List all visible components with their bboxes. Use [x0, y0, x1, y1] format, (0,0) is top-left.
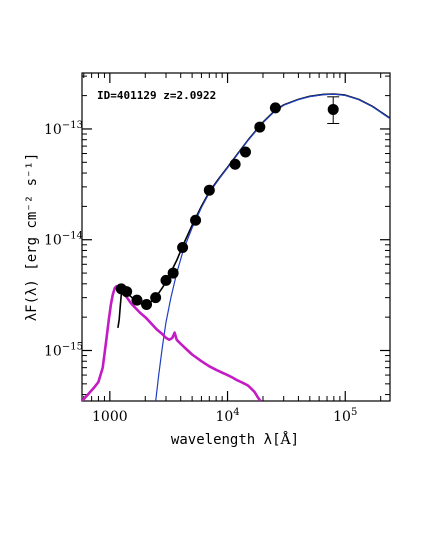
data-point	[141, 299, 153, 311]
y-axis-label: λF(λ) [erg cm⁻² s⁻¹]	[24, 153, 40, 322]
data-point	[239, 146, 251, 158]
total-model-line	[117, 93, 390, 329]
stellar-model-line	[155, 93, 390, 401]
data-point	[167, 267, 179, 279]
data-point	[203, 184, 215, 196]
model-series	[82, 93, 390, 401]
agn-model-line	[82, 285, 262, 401]
minor-ticks	[82, 73, 390, 401]
data-point	[269, 102, 281, 114]
data-point	[327, 103, 339, 115]
x-tick-label: 104	[215, 407, 239, 425]
data-point	[177, 242, 189, 254]
data-point	[121, 286, 133, 298]
x-axis-label: wavelength λ[Å]	[171, 430, 299, 448]
photometry-points	[115, 96, 340, 311]
y-tick-label: 10−14	[44, 231, 83, 249]
plot-frame	[81, 72, 391, 402]
data-point	[190, 214, 202, 226]
major-ticks	[82, 73, 390, 401]
x-tick-label: 105	[333, 407, 357, 425]
data-point	[160, 274, 172, 286]
data-point	[254, 121, 266, 133]
data-point	[229, 158, 241, 170]
x-tick-labels: 1000 104 105	[92, 407, 357, 425]
y-tick-label: 10−15	[44, 341, 83, 359]
source-annotation: ID=401129 z=2.0922	[97, 89, 216, 102]
data-point	[150, 292, 162, 304]
y-tick-labels: 10−15 10−14 10−13	[44, 120, 83, 360]
x-tick-label: 1000	[92, 409, 128, 425]
data-point	[131, 294, 143, 306]
y-tick-label: 10−13	[44, 120, 83, 138]
